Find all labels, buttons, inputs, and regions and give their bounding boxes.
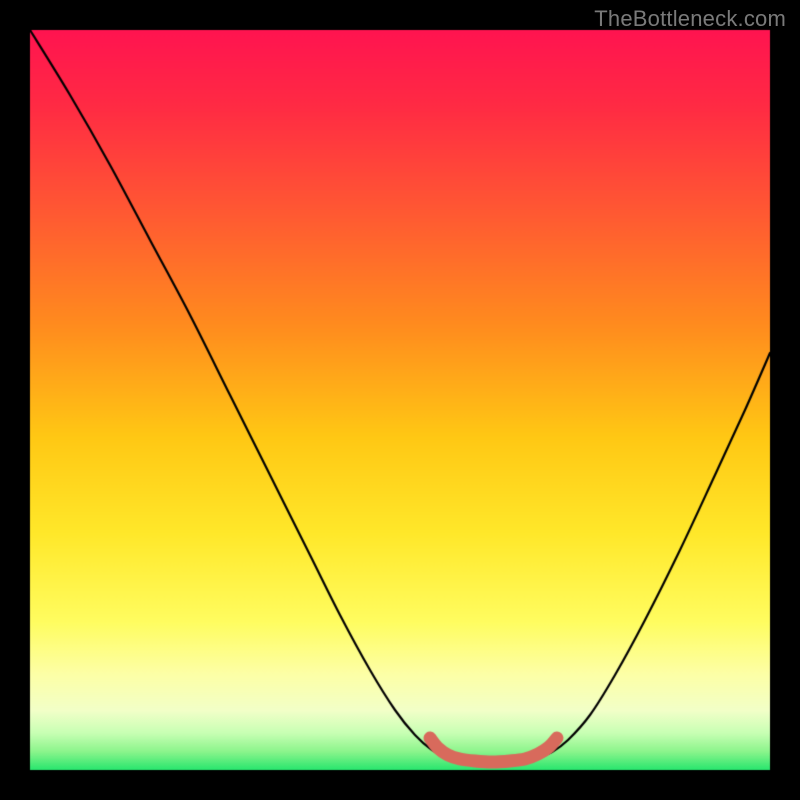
bottleneck-curve-chart [0, 0, 800, 800]
watermark-text: TheBottleneck.com [594, 6, 786, 32]
